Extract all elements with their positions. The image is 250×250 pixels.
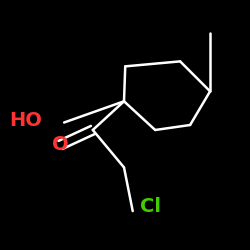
Text: Cl: Cl: [140, 196, 161, 216]
Text: O: O: [52, 136, 69, 154]
Text: HO: HO: [9, 110, 42, 130]
